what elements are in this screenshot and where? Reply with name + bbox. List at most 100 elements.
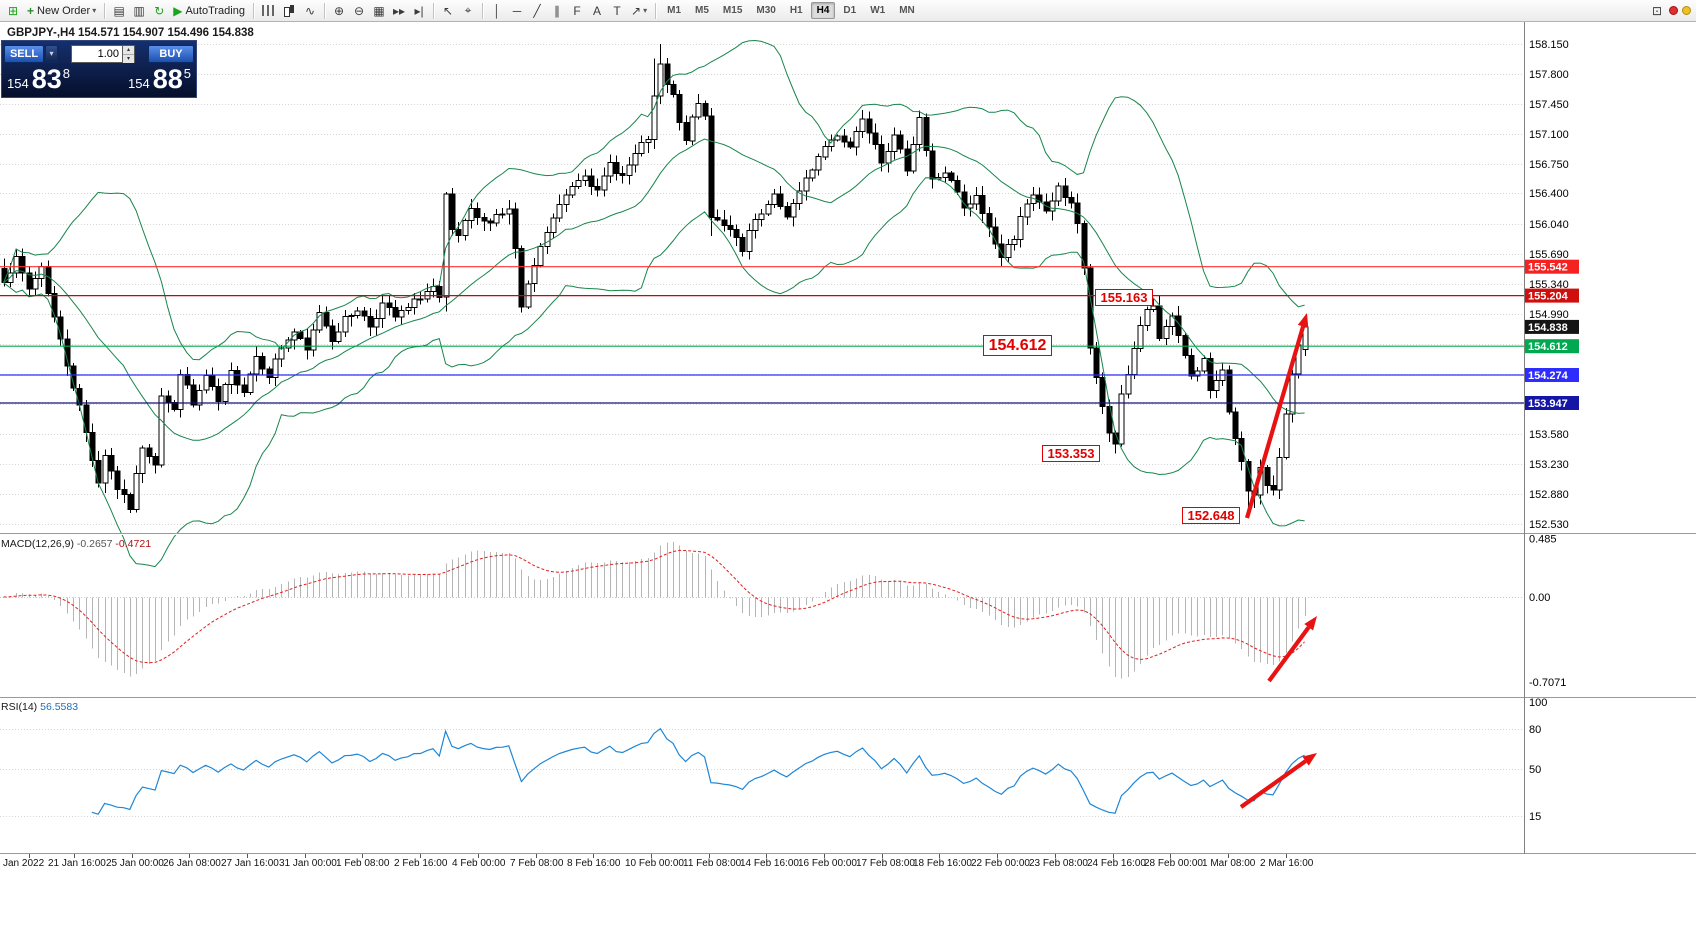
macd-value-signal: -0.4721 xyxy=(115,538,152,550)
price-gridlines xyxy=(0,44,1524,525)
resistance-tag-155204: 155.204 xyxy=(1525,288,1579,303)
channel-icon: ∥ xyxy=(554,3,561,18)
crosshair-button[interactable]: ⌖ xyxy=(459,2,477,20)
current-price-tag: 154.838 xyxy=(1525,319,1579,334)
support-tag-154274: 154.274 xyxy=(1525,368,1579,382)
timeframe-button-h4[interactable]: H4 xyxy=(810,2,836,19)
charts-grid-button[interactable]: ▥ xyxy=(130,2,148,20)
status-yellow-dot xyxy=(1682,6,1691,15)
cursor-button[interactable]: ↖ xyxy=(439,2,457,20)
new-order-icon: + xyxy=(27,3,35,18)
line-chart-button[interactable]: ∿ xyxy=(301,2,319,20)
svg-text:1 Feb 08:00: 1 Feb 08:00 xyxy=(336,858,390,869)
candlestick-chart-button[interactable] xyxy=(280,2,299,20)
price-annotation-153353[interactable]: 153.353 xyxy=(1042,445,1100,462)
text-button[interactable]: A xyxy=(588,2,606,20)
macd-signal-line xyxy=(3,549,1305,664)
tile-windows-button[interactable]: ▦ xyxy=(370,2,388,20)
resistance-tag-155542: 155.542 xyxy=(1525,259,1579,274)
price-annotation-155163[interactable]: 155.163 xyxy=(1095,289,1153,306)
svg-text:4 Feb 00:00: 4 Feb 00:00 xyxy=(452,858,506,869)
full-screen-button[interactable]: ⊡ xyxy=(1648,2,1666,20)
macd-trend-arrow[interactable] xyxy=(1267,616,1317,683)
fibonacci-button[interactable]: F xyxy=(568,2,586,20)
volume-spinner[interactable]: ▴ ▾ xyxy=(123,44,135,63)
svg-text:28 Feb 00:00: 28 Feb 00:00 xyxy=(1144,858,1203,869)
profiles-button[interactable]: ▤ xyxy=(110,2,128,20)
svg-text:154.838: 154.838 xyxy=(1528,322,1568,334)
svg-text:31 Jan 00:00: 31 Jan 00:00 xyxy=(279,858,337,869)
volume-decrease-button[interactable]: ▾ xyxy=(123,54,134,63)
autoscroll-button[interactable]: ▸▸ xyxy=(390,2,408,20)
svg-text:22 Feb 00:00: 22 Feb 00:00 xyxy=(971,858,1030,869)
buy-price-big: 88 xyxy=(152,64,183,94)
svg-text:154.612: 154.612 xyxy=(1528,341,1568,353)
horizontal-line-button[interactable]: ─ xyxy=(508,2,526,20)
toolbar-separator xyxy=(104,2,106,19)
channel-button[interactable]: ∥ xyxy=(548,2,566,20)
price-trend-arrow[interactable] xyxy=(1244,313,1309,519)
buy-price-prefix: 154 xyxy=(128,76,150,91)
timeframe-button-m5[interactable]: M5 xyxy=(695,5,709,16)
candlestick-icon xyxy=(283,4,296,17)
bollinger-middle-band xyxy=(3,138,1305,441)
bar-chart-icon xyxy=(261,5,275,16)
time-axis[interactable]: Jan 2022 21 Jan 16:00 25 Jan 00:00 26 Jan 0… xyxy=(3,854,1314,869)
volume-increase-button[interactable]: ▴ xyxy=(123,45,134,55)
label-icon: T xyxy=(613,3,621,18)
svg-text:154.274: 154.274 xyxy=(1528,370,1569,382)
line-chart-icon: ∿ xyxy=(304,3,316,18)
timeframe-button-h1[interactable]: H1 xyxy=(789,5,803,16)
macd-name: MACD(12,26,9) xyxy=(1,538,74,550)
toolbar-separator xyxy=(433,2,435,19)
price-annotation-154612[interactable]: 154.612 xyxy=(983,335,1052,356)
label-button[interactable]: T xyxy=(608,2,626,20)
refresh-button[interactable]: ↻ xyxy=(150,2,168,20)
sell-price-big: 83 xyxy=(31,64,62,94)
svg-text:Jan 2022: Jan 2022 xyxy=(3,858,45,869)
sell-options-dropdown[interactable]: ▾ xyxy=(45,44,58,63)
timeframe-button-w1[interactable]: W1 xyxy=(870,5,886,16)
new-chart-button[interactable]: ⊞ xyxy=(4,2,22,20)
chart-shift-button[interactable]: ▸| xyxy=(410,2,428,20)
toolbar-separator xyxy=(323,2,325,19)
rsi-trend-arrow[interactable] xyxy=(1239,753,1317,809)
level-tag-154612: 154.612 xyxy=(1525,339,1579,354)
price-axis[interactable]: 158.150 157.800 157.450 157.100 156.750 156.4… xyxy=(1529,39,1569,531)
vertical-line-button[interactable]: │ xyxy=(488,2,506,20)
svg-text:153.580: 153.580 xyxy=(1529,429,1569,441)
sell-price-prefix: 154 xyxy=(7,76,29,91)
bar-chart-button[interactable] xyxy=(259,2,278,20)
zoom-in-button[interactable]: ⊕ xyxy=(330,2,348,20)
price-annotation-152648[interactable]: 152.648 xyxy=(1182,507,1240,524)
autotrading-button[interactable]: ▶ AutoTrading xyxy=(170,2,248,20)
toolbar-separator xyxy=(655,2,657,19)
svg-text:154.990: 154.990 xyxy=(1529,309,1569,321)
timeframe-button-mn[interactable]: MN xyxy=(899,5,915,16)
full-screen-icon: ⊡ xyxy=(1651,3,1663,18)
arrows-button[interactable]: ↗ ▾ xyxy=(628,2,650,20)
timeframe-button-m30[interactable]: M30 xyxy=(756,5,776,16)
timeframe-button-d1[interactable]: D1 xyxy=(843,5,857,16)
svg-text:2 Feb 16:00: 2 Feb 16:00 xyxy=(394,858,448,869)
autotrading-play-icon: ▶ xyxy=(173,3,183,18)
timeframe-button-m1[interactable]: M1 xyxy=(667,5,682,16)
fibonacci-icon: F xyxy=(573,3,581,18)
toolbar-separator xyxy=(482,2,484,19)
toolbar: ⊞ + New Order ▾ ▤ ▥ ↻ ▶ AutoTrading ∿ ⊕ ⊖ ▦ ▸▸ ▸| ↖ ⌖ │ ─ ╱… xyxy=(0,0,1696,22)
volume-input[interactable] xyxy=(71,44,123,63)
trendline-button[interactable]: ╱ xyxy=(528,2,546,20)
svg-text:21 Jan 16:00: 21 Jan 16:00 xyxy=(48,858,106,869)
sell-button[interactable]: SELL xyxy=(4,44,44,63)
timeframe-button-m15[interactable]: M15 xyxy=(722,5,743,16)
chevron-down-icon: ▾ xyxy=(643,6,648,15)
macd-value-main: -0.2657 xyxy=(76,538,113,550)
bull-candles xyxy=(7,63,1309,511)
svg-text:2 Mar 16:00: 2 Mar 16:00 xyxy=(1260,858,1314,869)
zoom-out-icon: ⊖ xyxy=(353,3,365,18)
svg-text:155.690: 155.690 xyxy=(1529,249,1569,261)
zoom-out-button[interactable]: ⊖ xyxy=(350,2,368,20)
new-order-button[interactable]: + New Order ▾ xyxy=(24,2,99,20)
buy-button[interactable]: BUY xyxy=(148,44,194,63)
